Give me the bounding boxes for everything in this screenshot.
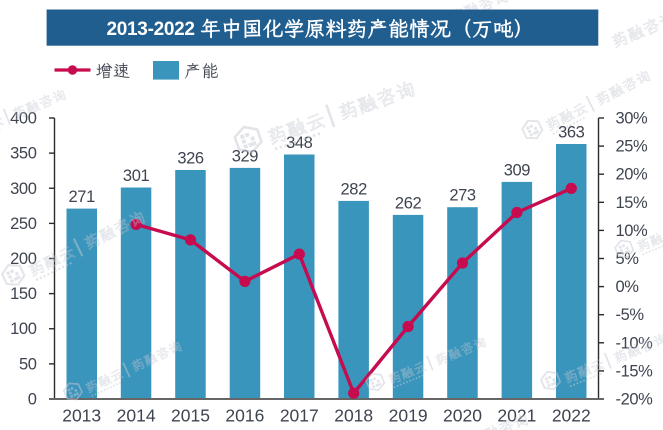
svg-text:271: 271 xyxy=(69,188,96,206)
svg-text:2015: 2015 xyxy=(171,406,210,426)
svg-text:348: 348 xyxy=(286,134,313,152)
svg-text:350: 350 xyxy=(10,145,37,163)
svg-text:-20%: -20% xyxy=(616,391,654,409)
svg-text:15%: 15% xyxy=(616,194,649,212)
svg-text:-5%: -5% xyxy=(616,306,645,324)
svg-text:20%: 20% xyxy=(616,166,649,184)
svg-text:2022: 2022 xyxy=(552,406,591,426)
svg-text:50: 50 xyxy=(19,355,37,373)
svg-text:200: 200 xyxy=(10,250,37,268)
svg-text:5%: 5% xyxy=(616,250,640,268)
svg-text:250: 250 xyxy=(10,215,37,233)
svg-text:150: 150 xyxy=(10,285,37,303)
svg-text:0: 0 xyxy=(28,391,37,409)
svg-text:0%: 0% xyxy=(616,278,640,296)
svg-text:2013-2022: 2013-2022 xyxy=(107,19,195,40)
svg-text:2019: 2019 xyxy=(389,406,428,426)
svg-text:2014: 2014 xyxy=(117,406,156,426)
svg-text:2020: 2020 xyxy=(443,406,482,426)
svg-text:100: 100 xyxy=(10,320,37,338)
svg-text:2013: 2013 xyxy=(62,406,101,426)
svg-text:301: 301 xyxy=(123,167,150,185)
svg-text:2017: 2017 xyxy=(280,406,319,426)
svg-text:326: 326 xyxy=(177,150,204,168)
svg-text:2016: 2016 xyxy=(225,406,264,426)
svg-text:282: 282 xyxy=(341,180,368,198)
svg-text:2018: 2018 xyxy=(334,406,373,426)
svg-text:30%: 30% xyxy=(616,110,649,128)
svg-text:300: 300 xyxy=(10,180,37,198)
svg-text:-15%: -15% xyxy=(616,362,654,380)
svg-text:-10%: -10% xyxy=(616,334,654,352)
svg-text:262: 262 xyxy=(395,194,422,212)
svg-text:10%: 10% xyxy=(616,222,649,240)
svg-text:309: 309 xyxy=(504,161,531,179)
svg-text:363: 363 xyxy=(558,124,585,142)
svg-text:25%: 25% xyxy=(616,138,649,156)
svg-text:273: 273 xyxy=(449,187,476,205)
